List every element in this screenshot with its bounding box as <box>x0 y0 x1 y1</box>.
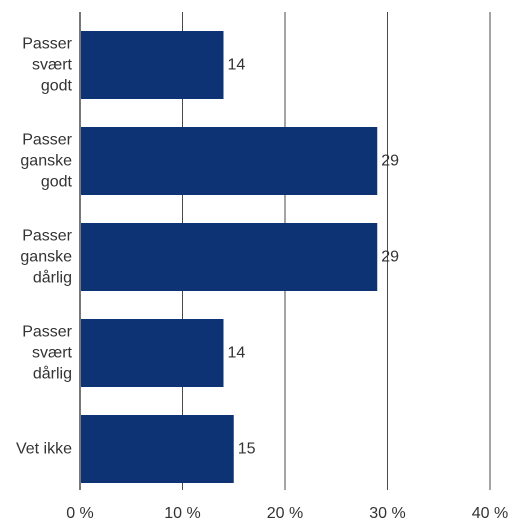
category-label: godt <box>41 78 73 95</box>
category-label: ganske <box>20 249 72 266</box>
category-label: Passer <box>22 324 72 341</box>
value-label: 29 <box>381 249 399 266</box>
category-label: dårlig <box>33 269 72 287</box>
category-label: svært <box>32 345 73 362</box>
x-tick-label: 10 % <box>164 505 200 522</box>
category-label: Passer <box>22 36 72 53</box>
value-labels: 14 29 29 14 15 <box>228 57 400 458</box>
category-labels: Passer svært godt Passer ganske godt Passer gan… <box>16 36 73 458</box>
x-tick-label: 0 % <box>66 505 94 522</box>
x-tick-label: 30 % <box>369 505 405 522</box>
category-label: Passer <box>22 132 72 149</box>
value-label: 29 <box>381 153 399 170</box>
bar <box>81 415 234 483</box>
category-label: ganske <box>20 153 72 170</box>
category-label: dårlig <box>33 365 72 383</box>
category-label: Passer <box>22 228 72 245</box>
bar <box>81 223 378 291</box>
category-label: svært <box>32 57 73 74</box>
bar <box>81 127 378 195</box>
x-tick-labels: 0 % 10 % 20 % 30 % 40 % <box>66 505 508 522</box>
x-tick-label: 20 % <box>267 505 303 522</box>
category-label: Vet ikke <box>16 441 72 458</box>
value-label: 15 <box>238 441 256 458</box>
bar <box>81 31 224 99</box>
category-label: godt <box>41 174 73 191</box>
bar <box>81 319 224 387</box>
value-label: 14 <box>228 345 246 362</box>
value-label: 14 <box>228 57 246 74</box>
x-tick-label: 40 % <box>472 505 508 522</box>
bars <box>81 31 378 483</box>
